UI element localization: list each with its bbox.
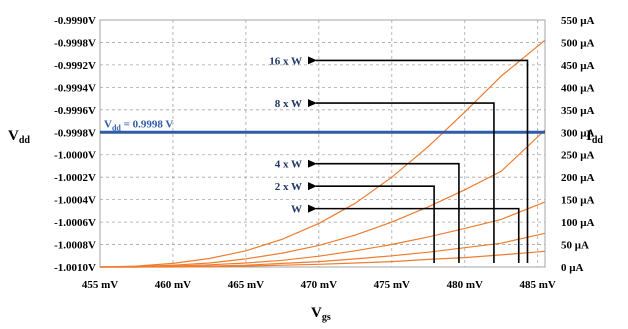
curve-w bbox=[100, 250, 546, 268]
x-tick-label: 480 mV bbox=[447, 279, 483, 291]
y-right-tick-label: 450 μA bbox=[561, 60, 594, 72]
plot-border bbox=[99, 19, 546, 268]
grid bbox=[99, 19, 546, 268]
y-right-tick-label: 150 μA bbox=[561, 195, 594, 207]
y-left-tick-label: -0.9992V bbox=[54, 60, 96, 72]
x-axis-ticks: 455 mV 460 mV 465 mV 470 mV 475 mV 480 mV 485 … bbox=[82, 279, 556, 291]
arrow-16xw bbox=[308, 56, 529, 263]
y-right-tick-label: 50 μA bbox=[561, 240, 589, 252]
annotation-w: W bbox=[291, 204, 302, 216]
x-axis-label: Vgs bbox=[311, 305, 331, 323]
arrow-4xw bbox=[308, 159, 460, 263]
current-curves bbox=[99, 39, 546, 268]
y-left-tick-label: -1.0004V bbox=[54, 195, 96, 207]
curve-16xw bbox=[99, 39, 546, 268]
y-left-tick-label: -0.9990V bbox=[54, 15, 96, 27]
y-left-tick-label: -1.0006V bbox=[54, 217, 96, 229]
y-right-tick-label: 0 μA bbox=[561, 262, 583, 274]
y-left-tick-label: -1.0000V bbox=[54, 150, 96, 162]
y-right-tick-label: 400 μA bbox=[561, 82, 594, 94]
y-right-tick-label: 300 μA bbox=[561, 127, 594, 139]
y-left-tick-label: -0.9994V bbox=[54, 82, 96, 94]
y-left-tick-label: -1.0008V bbox=[54, 240, 96, 252]
arrow-8xw bbox=[308, 99, 495, 263]
y-right-tick-label: 200 μA bbox=[561, 172, 594, 184]
left-axis-ticks: -0.9990V -0.9998V -0.9992V -0.9994V -0.9996V… bbox=[54, 15, 96, 274]
y-left-tick-label: -1.0002V bbox=[54, 172, 96, 184]
y-right-tick-label: 500 μA bbox=[561, 37, 594, 49]
y-left-tick-label: -1.0010V bbox=[54, 262, 96, 274]
annotation-4xw: 4 x W bbox=[275, 159, 302, 171]
y-left-tick-label: -0.9998V bbox=[54, 127, 96, 139]
annotation-16xw: 16 x W bbox=[269, 55, 302, 67]
x-tick-label: 485 mV bbox=[520, 279, 556, 291]
y-right-axis-label: Idd bbox=[586, 128, 603, 146]
annotation-8xw: 8 x W bbox=[275, 98, 302, 110]
annotation-2xw: 2 x W bbox=[275, 181, 302, 193]
curve-8xw bbox=[99, 129, 546, 268]
x-tick-label: 475 mV bbox=[374, 279, 410, 291]
arrow-2xw bbox=[308, 182, 435, 263]
y-right-tick-label: 350 μA bbox=[561, 105, 594, 117]
y-left-axis-label: Vdd bbox=[8, 128, 30, 146]
y-right-tick-label: 250 μA bbox=[561, 150, 594, 162]
x-tick-label: 455 mV bbox=[82, 279, 118, 291]
annotation-arrows: 16 x W 8 x W 4 x W 2 x W W bbox=[269, 55, 529, 263]
y-left-tick-label: -0.9998V bbox=[54, 37, 96, 49]
y-right-tick-label: 100 μA bbox=[561, 217, 594, 229]
x-tick-label: 470 mV bbox=[301, 279, 337, 291]
curve-4xw bbox=[100, 201, 546, 268]
x-tick-label: 465 mV bbox=[228, 279, 264, 291]
y-right-tick-label: 550 μA bbox=[561, 15, 594, 27]
arrow-w bbox=[308, 204, 520, 263]
y-left-tick-label: -0.9996V bbox=[54, 105, 96, 117]
curve-2xw bbox=[100, 232, 546, 268]
vdd-line-label: Vdd = 0.9998 V bbox=[104, 118, 173, 132]
right-axis-ticks: 0 μA 50 μA 100 μA 150 μA 200 μA 250 μA 300 μA 3… bbox=[561, 15, 594, 274]
vdd-reference-line: Vdd = 0.9998 V bbox=[100, 118, 545, 134]
x-tick-label: 460 mV bbox=[155, 279, 191, 291]
